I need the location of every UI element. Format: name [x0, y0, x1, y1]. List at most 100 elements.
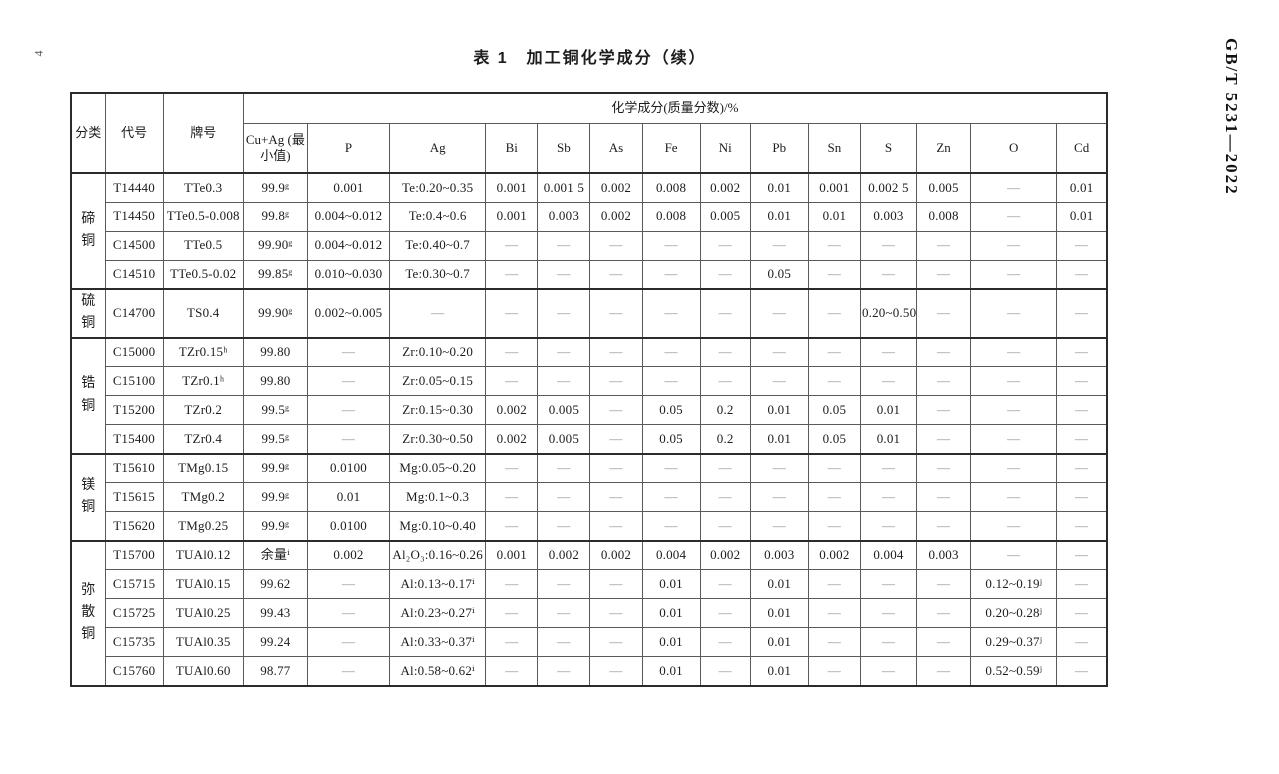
value-cell: 0.05: [749, 259, 809, 290]
value-cell: 0.002: [807, 539, 861, 571]
value-cell: —: [306, 424, 391, 455]
value-cell: —: [1056, 366, 1108, 397]
value-cell: —: [589, 259, 643, 290]
category-cell: 弥 散 铜: [70, 539, 106, 687]
value-cell: —: [1056, 288, 1108, 339]
value-cell: 0.005: [537, 424, 591, 455]
value-cell: —: [306, 395, 391, 426]
value-cell: —: [641, 452, 701, 484]
value-cell: —: [807, 511, 861, 542]
value-cell: 0.01: [749, 656, 809, 687]
value-cell: —: [859, 452, 918, 484]
grade-cell: TMg0.2: [162, 482, 244, 513]
value-cell: 0.01: [306, 482, 391, 513]
value-cell: —: [306, 627, 391, 658]
value-cell: 99.9ᵍ: [242, 482, 308, 513]
value-cell: —: [916, 366, 972, 397]
table-row: C15735 TUAl0.35 99.24— Al:0.33~0.37ⁱ — — —0.01…: [71, 627, 1108, 658]
value-cell: —: [916, 395, 972, 426]
value-cell: 0.12~0.19ʲ: [970, 569, 1058, 600]
table-row: C15100 TZr0.1ʰ 99.80— Zr:0.05~0.15— — — — — — — — —…: [71, 366, 1108, 397]
value-cell: —: [485, 288, 539, 339]
grade-cell: TMg0.15: [162, 452, 244, 484]
value-cell: —: [859, 569, 918, 600]
grade-cell: TZr0.1ʰ: [162, 366, 244, 397]
value-cell: 0.005: [699, 201, 751, 232]
header-element-bi: Bi: [485, 122, 539, 174]
table-row: C14510 TTe0.5-0.02 99.85ᵍ 0.010~0.030 Te:0.3…: [71, 259, 1108, 290]
value-cell: 99.43: [242, 598, 308, 629]
value-cell: —: [807, 482, 861, 513]
header-element-ag: Ag: [389, 122, 487, 174]
code-cell: C14700: [104, 288, 164, 339]
value-cell: —: [859, 230, 918, 261]
value-cell: —: [749, 230, 809, 261]
composition-table: 分类 代号 牌号 化学成分(质量分数)/% Cu+Ag (最小值) P Ag B…: [70, 92, 1108, 687]
table-row: C15715 TUAl0.15 99.62— Al:0.13~0.17ⁱ — — —0.01…: [71, 569, 1108, 600]
value-cell: 0.005: [537, 395, 591, 426]
value-cell: 0.01: [859, 395, 918, 426]
value-cell: —: [859, 366, 918, 397]
value-cell: 99.90ᵍ: [242, 230, 308, 261]
value-cell: 0.002: [699, 539, 751, 571]
value-cell: Mg:0.05~0.20: [389, 452, 487, 484]
code-cell: C15760: [104, 656, 164, 687]
table-row: 锆 铜 C15000 TZr0.15ʰ 99.80— Zr:0.10~0.20— — — — —…: [70, 336, 1108, 455]
value-cell: —: [1056, 656, 1108, 687]
value-cell: —: [1056, 598, 1108, 629]
value-cell: —: [859, 598, 918, 629]
value-cell: —: [485, 452, 539, 484]
value-cell: —: [699, 288, 751, 339]
table-row: C15725 TUAl0.25 99.43— Al:0.23~0.27ⁱ — — —0.01…: [71, 598, 1108, 629]
value-cell: —: [485, 598, 539, 629]
value-cell: —: [970, 230, 1058, 261]
header-composition-span: 化学成分(质量分数)/%: [242, 92, 1108, 124]
code-cell: C15000: [104, 336, 164, 368]
value-cell: 0.001: [485, 172, 539, 203]
category-cell: 碲 铜: [70, 172, 106, 290]
value-cell: 0.003: [916, 539, 972, 571]
value-cell: —: [537, 230, 591, 261]
value-cell: 0.01: [641, 569, 701, 600]
value-cell: 0.01: [1056, 201, 1108, 232]
value-cell: —: [749, 288, 809, 339]
value-cell: —: [970, 288, 1058, 339]
value-cell: 0.010~0.030: [306, 259, 391, 290]
value-cell: —: [589, 424, 643, 455]
value-cell: —: [970, 395, 1058, 426]
value-cell: —: [641, 259, 701, 290]
value-cell: 0.008: [641, 201, 701, 232]
value-cell: 0.001 5: [537, 172, 591, 203]
value-cell: —: [537, 366, 591, 397]
value-cell: —: [306, 336, 391, 368]
value-cell: —: [1056, 424, 1108, 455]
value-cell: —: [916, 598, 972, 629]
value-cell: —: [537, 482, 591, 513]
value-cell: —: [537, 259, 591, 290]
value-cell: Al:0.58~0.62ⁱ: [389, 656, 487, 687]
value-cell: —: [589, 336, 643, 368]
header-row-elements: Cu+Ag (最小值) P Ag Bi Sb As Fe Ni Pb Sn S …: [71, 122, 1108, 174]
category-cell: 硫 铜: [70, 288, 106, 339]
table-row: T15400 TZr0.4 99.5ᵍ — Zr:0.30~0.50 0.002 0.005…: [71, 424, 1108, 455]
value-cell: —: [859, 656, 918, 687]
value-cell: —: [589, 482, 643, 513]
value-cell: Mg:0.10~0.40: [389, 511, 487, 542]
header-element-s: S: [859, 122, 918, 174]
value-cell: 0.20~0.28ʲ: [970, 598, 1058, 629]
value-cell: Te:0.40~0.7: [389, 230, 487, 261]
value-cell: —: [641, 336, 701, 368]
value-cell: —: [859, 482, 918, 513]
value-cell: —: [1056, 482, 1108, 513]
value-cell: Zr:0.15~0.30: [389, 395, 487, 426]
value-cell: 0.002~0.005: [306, 288, 391, 339]
header-element-zn: Zn: [916, 122, 972, 174]
value-cell: Zr:0.05~0.15: [389, 366, 487, 397]
grade-cell: TUAl0.25: [162, 598, 244, 629]
value-cell: —: [485, 569, 539, 600]
table-row: 碲 铜 T14440 TTe0.3 99.9ᵍ 0.001 Te:0.20~0.35 0.0…: [70, 172, 1108, 290]
value-cell: —: [537, 336, 591, 368]
value-cell: —: [970, 336, 1058, 368]
value-cell: 0.004~0.012: [306, 201, 391, 232]
value-cell: —: [589, 627, 643, 658]
